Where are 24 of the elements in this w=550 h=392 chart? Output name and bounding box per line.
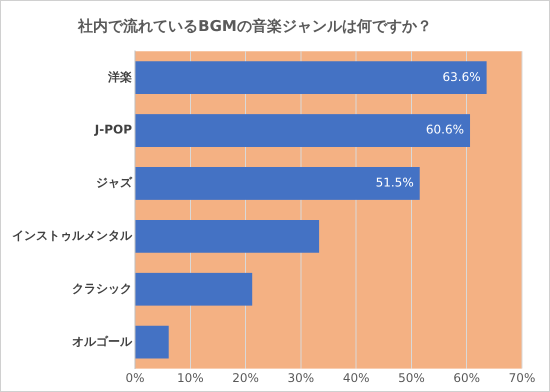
y-tick-label: ジャズ bbox=[96, 176, 133, 190]
bar bbox=[136, 272, 252, 306]
x-tick-label: 50% bbox=[398, 370, 425, 385]
bar bbox=[136, 167, 420, 200]
data-label: 60.6% bbox=[426, 122, 464, 137]
y-tick-label: インストゥルメンタル bbox=[12, 228, 133, 242]
data-label: 51.5% bbox=[376, 176, 414, 190]
bar bbox=[136, 61, 487, 94]
chart-title: 社内で流れているBGMの音楽ジャンルは何ですか？ bbox=[76, 17, 433, 36]
bar bbox=[136, 114, 470, 147]
y-tick-label: J-POP bbox=[94, 122, 132, 137]
x-tick-label: 70% bbox=[508, 370, 536, 385]
data-label: 63.6% bbox=[442, 70, 481, 84]
bar bbox=[136, 326, 169, 359]
bar bbox=[136, 220, 320, 253]
y-tick-label: オルゴール bbox=[72, 334, 133, 348]
x-tick-label: 40% bbox=[342, 370, 370, 385]
x-tick-label: 20% bbox=[232, 370, 259, 385]
y-tick-label: クラシック bbox=[72, 281, 132, 296]
y-tick-label: 洋楽 bbox=[107, 70, 132, 84]
x-tick-label: 60% bbox=[453, 370, 480, 385]
x-tick-label: 30% bbox=[288, 370, 314, 385]
x-tick-label: 10% bbox=[176, 370, 204, 385]
x-tick-label: 0% bbox=[125, 370, 145, 385]
